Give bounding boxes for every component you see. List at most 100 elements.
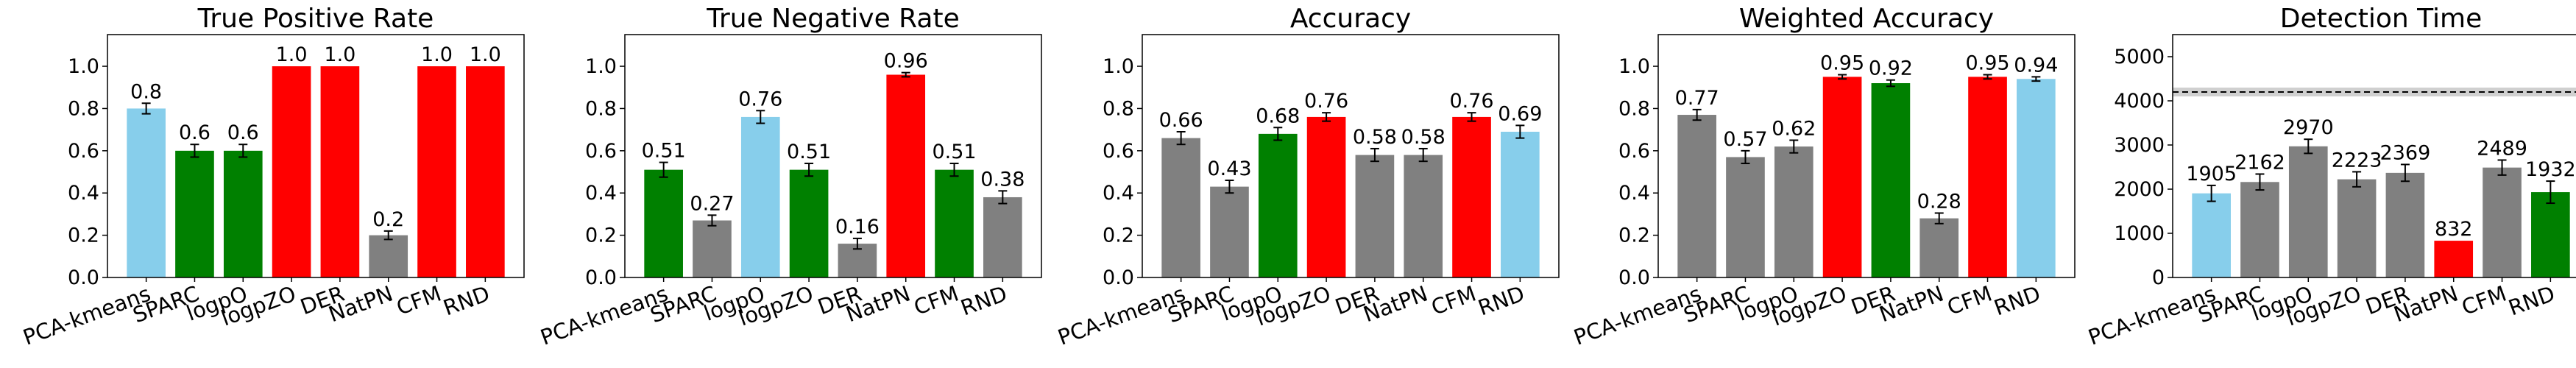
bar <box>1258 133 1298 277</box>
y-tick-label: 0.2 <box>1618 224 1650 247</box>
data-label: 0.96 <box>884 50 928 73</box>
plot-frame <box>1142 34 1560 278</box>
bar <box>2434 241 2474 277</box>
bar <box>272 66 311 277</box>
bar <box>789 169 829 277</box>
y-tick-label: 0.4 <box>1618 182 1650 205</box>
bar <box>2192 193 2231 277</box>
bar <box>1774 146 1814 277</box>
data-label: 2162 <box>2234 151 2285 174</box>
bar <box>417 66 456 277</box>
bar <box>983 197 1022 277</box>
bar <box>1404 155 1443 277</box>
y-tick-label: 1.0 <box>68 55 99 78</box>
bar <box>2483 167 2522 277</box>
data-label: 1932 <box>2525 158 2576 181</box>
data-label: 0.6 <box>227 121 259 144</box>
data-label: 0.38 <box>980 168 1025 191</box>
bar <box>644 169 683 277</box>
y-tick-label: 0.8 <box>585 97 617 120</box>
chart-title: True Positive Rate <box>197 4 434 34</box>
y-tick-label: 1000 <box>2114 222 2165 245</box>
y-tick-label: 4000 <box>2114 90 2165 113</box>
bar <box>2240 182 2279 277</box>
y-tick-label: 3000 <box>2114 134 2165 157</box>
data-label: 0.2 <box>372 208 404 231</box>
bar <box>886 74 926 278</box>
bar <box>127 108 166 277</box>
data-label: 0.76 <box>1304 90 1348 113</box>
y-tick-label: 0.2 <box>1103 224 1134 247</box>
y-tick-label: 0.0 <box>1103 266 1134 289</box>
bar <box>1871 83 1911 277</box>
data-label: 2489 <box>2477 137 2527 160</box>
y-tick-label: 5000 <box>2114 46 2165 68</box>
y-tick-label: 0.8 <box>1618 97 1650 120</box>
bar <box>1306 116 1346 277</box>
bar <box>935 169 974 277</box>
data-label: 1.0 <box>276 43 308 66</box>
y-tick-label: 0.6 <box>1618 140 1650 163</box>
data-label: 0.8 <box>130 80 162 103</box>
data-label: 0.68 <box>1256 105 1300 127</box>
data-label: 0.77 <box>1675 87 1719 110</box>
data-label: 0.94 <box>2014 54 2058 77</box>
chart-title: Detection Time <box>2280 4 2482 34</box>
data-label: 832 <box>2435 218 2473 241</box>
data-label: 0.58 <box>1401 126 1446 149</box>
bar <box>2017 79 2056 278</box>
data-label: 2970 <box>2283 116 2334 139</box>
y-tick-label: 1.0 <box>1103 55 1134 78</box>
bar <box>740 116 780 277</box>
y-tick-label: 0.0 <box>68 266 99 289</box>
y-tick-label: 0.4 <box>1103 182 1134 205</box>
data-label: 0.62 <box>1772 117 1816 140</box>
y-tick-label: 0.8 <box>1103 97 1134 120</box>
plot-frame <box>624 34 1042 278</box>
data-label: 1.0 <box>421 43 453 66</box>
bar <box>2337 179 2377 277</box>
data-label: 0.6 <box>179 121 210 144</box>
bar <box>369 235 408 277</box>
y-tick-label: 0.6 <box>68 140 99 163</box>
data-label: 2223 <box>2332 149 2382 171</box>
bar <box>1822 77 1862 278</box>
y-tick-label: 0.4 <box>585 182 617 205</box>
y-tick-label: 0.8 <box>68 97 99 120</box>
data-label: 0.16 <box>835 216 880 238</box>
bar <box>2531 192 2570 277</box>
bar <box>175 150 214 277</box>
y-tick-label: 0.2 <box>68 224 99 247</box>
data-label: 0.28 <box>1917 190 1961 213</box>
chart-title: Accuracy <box>1290 4 1411 34</box>
chart-title: Weighted Accuracy <box>1739 4 1994 34</box>
bar <box>1726 157 1765 277</box>
bar <box>1210 186 1249 277</box>
y-tick-label: 0.0 <box>585 266 617 289</box>
data-label: 0.95 <box>1965 52 2009 75</box>
data-label: 0.27 <box>690 192 734 215</box>
data-label: 0.66 <box>1159 109 1203 132</box>
y-tick-label: 0.0 <box>1618 266 1650 289</box>
data-label: 0.51 <box>787 141 831 163</box>
y-tick-label: 1.0 <box>1618 55 1650 78</box>
bar <box>1161 138 1200 277</box>
data-label: 0.43 <box>1207 158 1251 180</box>
data-label: 1.0 <box>470 43 501 66</box>
data-label: 1.0 <box>324 43 355 66</box>
data-label: 1905 <box>2186 163 2237 185</box>
data-label: 0.69 <box>1498 102 1542 125</box>
data-label: 2369 <box>2380 141 2431 164</box>
data-label: 0.51 <box>642 140 686 163</box>
bar <box>1968 77 2007 278</box>
bar <box>223 150 263 277</box>
bar <box>693 220 732 277</box>
data-label: 0.57 <box>1723 128 1767 151</box>
data-label: 0.76 <box>1449 90 1493 113</box>
y-tick-label: 0.6 <box>585 140 617 163</box>
bar <box>2385 172 2425 277</box>
bar <box>1919 218 1959 277</box>
data-label: 0.95 <box>1820 52 1864 75</box>
plot-frame <box>107 34 525 278</box>
